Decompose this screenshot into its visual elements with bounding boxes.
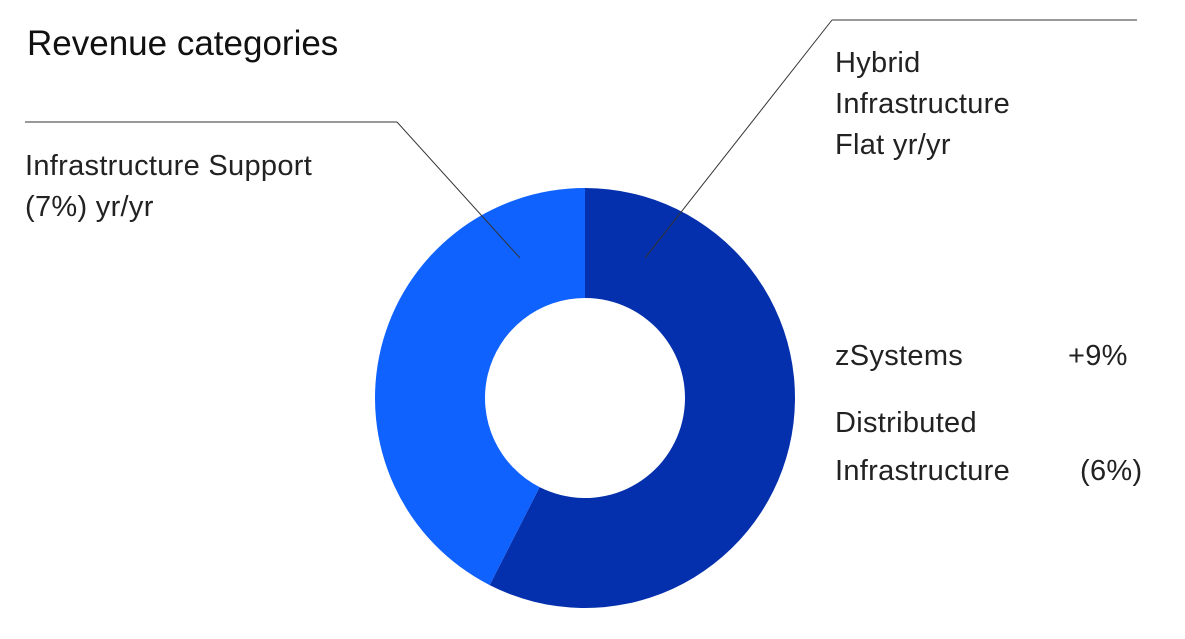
annotation-zsystems-label: zSystems [835, 340, 964, 372]
label-hybrid-name: Hybrid Infrastructure [835, 47, 1011, 120]
annotation-distributed-value: (6%) [1080, 455, 1143, 487]
annotation-distributed-label-2: Infrastructure [835, 455, 1011, 487]
label-hybrid-note: Flat yr/yr [835, 129, 951, 161]
leader-line-hybrid [644, 19, 833, 259]
label-support-block: Infrastructure Support (7%) yr/yr [25, 146, 312, 228]
donut-slice-infrastructure-support [374, 188, 585, 586]
chart-title: Revenue categories [27, 24, 339, 63]
label-support-name: Infrastructure Support [25, 150, 313, 182]
donut-slice-hybrid-infrastructure [489, 188, 795, 608]
annotation-zsystems-value: +9% [1068, 340, 1128, 372]
label-hybrid-block: Hybrid Infrastructure Flat yr/yr [835, 43, 1065, 166]
annotation-distributed-label-1: Distributed [835, 407, 977, 439]
leader-line-support [396, 121, 521, 259]
label-support-note: (7%) yr/yr [25, 191, 154, 223]
